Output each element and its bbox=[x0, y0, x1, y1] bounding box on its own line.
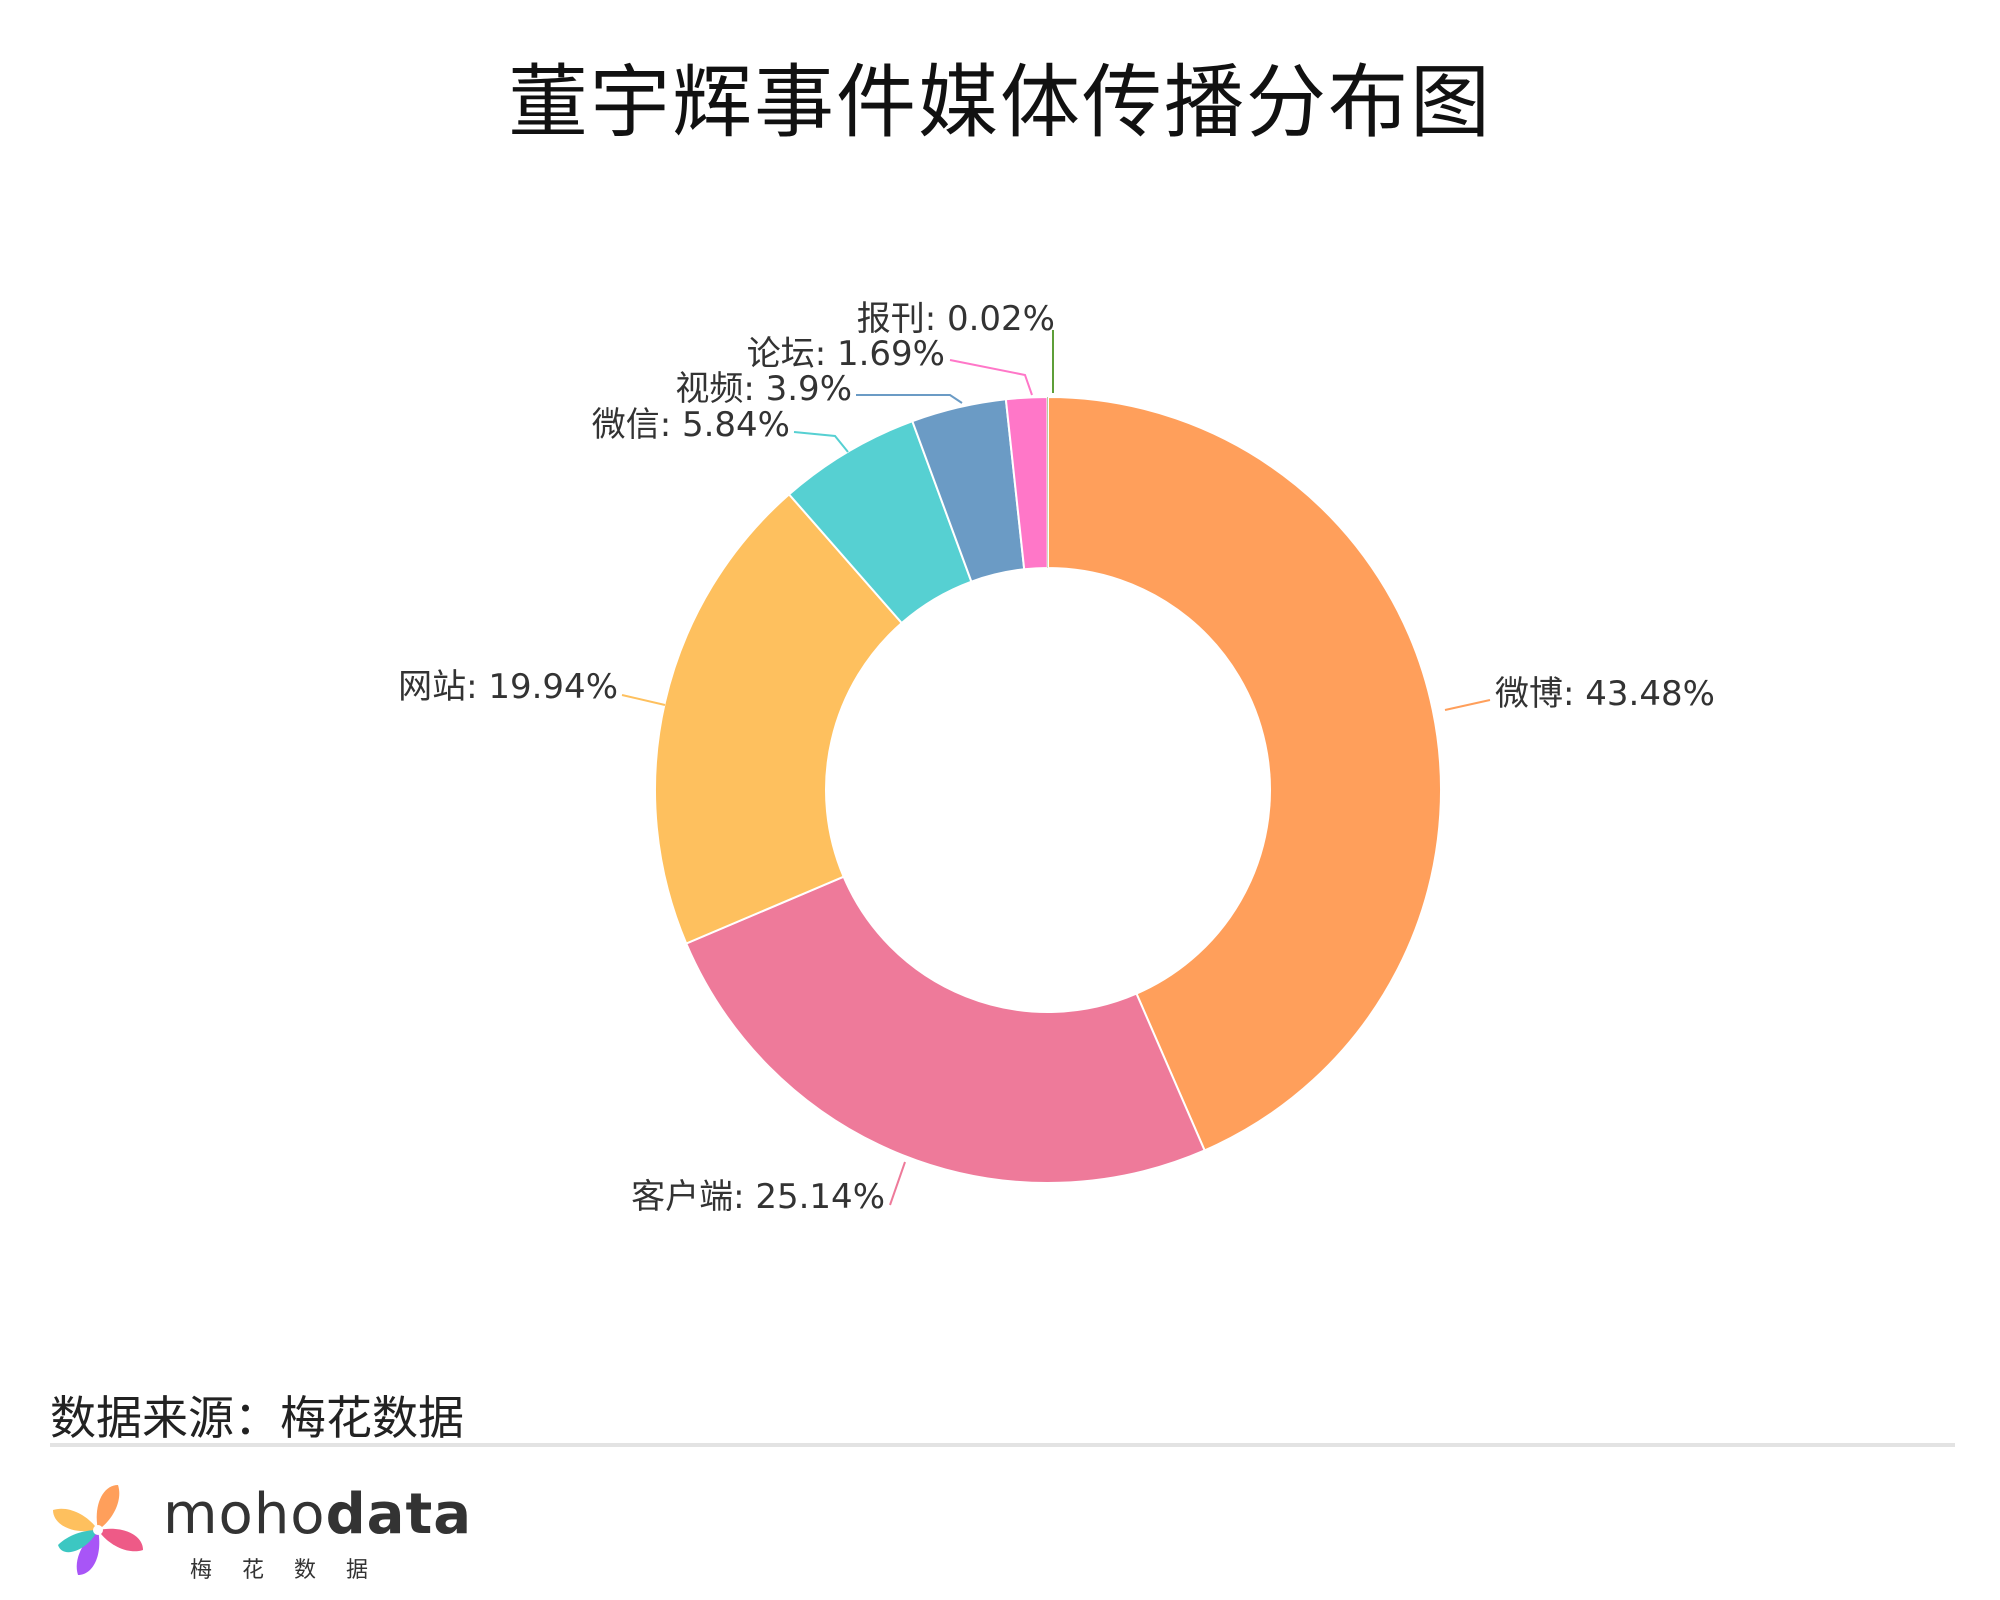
divider bbox=[50, 1443, 1955, 1447]
slice-label-视频: 视频: 3.9% bbox=[675, 369, 852, 409]
leader-line-微博 bbox=[1444, 699, 1491, 711]
slice-label-客户端: 客户端: 25.14% bbox=[631, 1177, 885, 1217]
brand-subtitle: 梅花数据 bbox=[190, 1558, 399, 1583]
leader-line-客户端 bbox=[889, 1161, 906, 1206]
slice-微博[interactable] bbox=[1047, 395, 1442, 1152]
leader-line-视频 bbox=[856, 394, 963, 404]
brand-name: mohodata bbox=[163, 1482, 473, 1547]
brand-logo: mohodata 梅花数据 bbox=[48, 1480, 471, 1590]
leader-line-微信 bbox=[793, 431, 849, 453]
slice-论坛[interactable] bbox=[1004, 395, 1049, 571]
pinwheel-logo-icon bbox=[53, 1485, 143, 1575]
chart-title: 董宇辉事件媒体传播分布图 bbox=[508, 56, 1492, 149]
slice-label-微博: 微博: 43.48% bbox=[1495, 674, 1715, 714]
slice-label-微信: 微信: 5.84% bbox=[592, 405, 790, 445]
slice-label-论坛: 论坛: 1.69% bbox=[747, 334, 945, 374]
leader-line-网站 bbox=[621, 694, 666, 706]
slice-客户端[interactable] bbox=[684, 875, 1206, 1184]
data-source: 数据来源：梅花数据 bbox=[50, 1391, 464, 1445]
slice-label-网站: 网站: 19.94% bbox=[398, 667, 618, 707]
slice-网站[interactable] bbox=[654, 492, 904, 945]
slice-label-报刊: 报刊: 0.02% bbox=[857, 299, 1055, 339]
leader-line-论坛 bbox=[949, 359, 1033, 396]
